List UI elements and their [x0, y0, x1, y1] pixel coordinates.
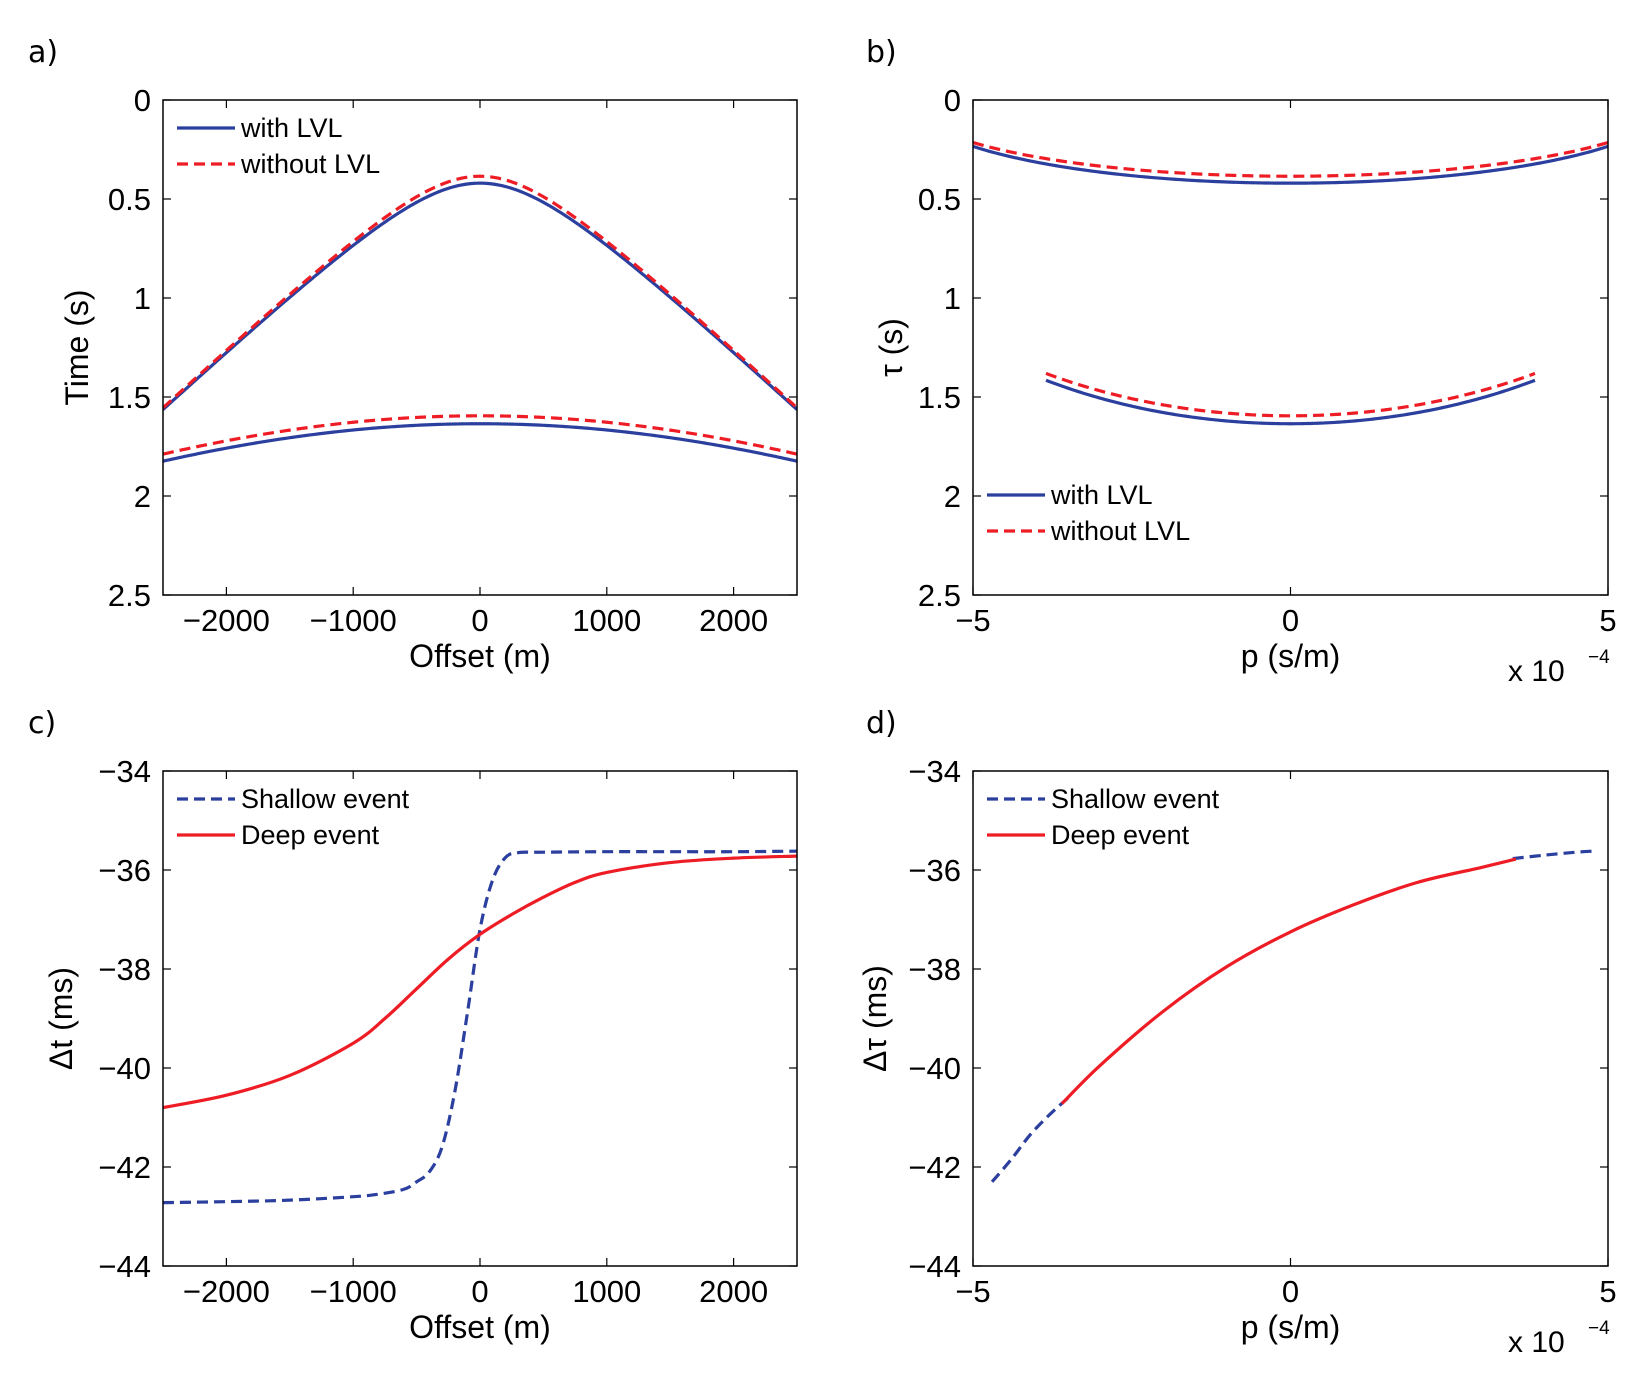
y-tick-label: 0 [134, 83, 151, 118]
plot-frame [162, 99, 798, 596]
series-group [990, 849, 1593, 1183]
x-tick-label: 1000 [572, 1274, 641, 1309]
y-tick-label: 1 [134, 281, 151, 316]
x-tick-label: −1000 [310, 1274, 397, 1309]
panel-label: b) [866, 35, 897, 70]
series-line-shallow-event [990, 1096, 1070, 1183]
y-tick-label: 0 [944, 83, 961, 118]
y-tick-label: −42 [908, 1150, 961, 1185]
y-tick-label: −40 [908, 1051, 961, 1086]
y-axis-label: Δt (ms) [43, 967, 79, 1070]
y-axis-label: τ (s) [873, 318, 909, 377]
y-tick-label: 2.5 [918, 578, 961, 613]
x-scale-exponent: −4 [1588, 1318, 1610, 1339]
x-tick-label: 2000 [699, 1274, 768, 1309]
y-tick-label: −40 [98, 1051, 151, 1086]
y-tick-label: −34 [98, 754, 151, 789]
x-scale-exponent: −4 [1588, 647, 1610, 668]
x-axis-label: p (s/m) [1241, 638, 1341, 674]
y-tick-label: −44 [908, 1249, 961, 1284]
plot-frame [162, 770, 798, 1267]
y-axis-label: Δτ (ms) [857, 965, 893, 1072]
y-tick-label: −34 [908, 754, 961, 789]
legend-label: Deep event [241, 820, 380, 850]
x-tick-label: −5 [955, 1274, 990, 1309]
x-tick-label: 2000 [699, 603, 768, 638]
series-line-deep-event [1060, 857, 1517, 1105]
series-line-without-lvl [163, 414, 797, 456]
x-tick-label: −5 [955, 603, 990, 638]
legend: with LVL without LVL [177, 113, 380, 179]
x-tick-label: 0 [1282, 603, 1299, 638]
y-tick-label: −38 [98, 952, 151, 987]
y-tick-label: −36 [98, 853, 151, 888]
x-tick-label: 1000 [572, 603, 641, 638]
plot-frame [972, 99, 1609, 596]
series-line-without-lvl [973, 140, 1608, 178]
legend-label: Deep event [1051, 820, 1190, 850]
legend-label: Shallow event [1051, 784, 1220, 814]
panel-label: a) [28, 35, 58, 70]
x-tick-label: 5 [1599, 603, 1616, 638]
chart-panel-a: a) −2000 −1000 0 1000 2000 0 0.5 1 1.5 2 2.5 Offset … [28, 35, 798, 674]
y-axis-label: Time (s) [59, 289, 95, 405]
plot-frame [972, 770, 1609, 1267]
y-tick-label: 1.5 [108, 380, 151, 415]
y-tick-label: 1.5 [918, 380, 961, 415]
y-tick-label: 2.5 [108, 578, 151, 613]
y-tick-label: 2 [944, 479, 961, 514]
series-line-shallow-event [163, 849, 797, 1205]
y-tick-label: −44 [98, 1249, 151, 1284]
x-axis-label: Offset (m) [409, 638, 551, 674]
y-tick-label: 0.5 [918, 182, 961, 217]
series-group [973, 140, 1608, 426]
series-line-with-lvl [163, 422, 797, 463]
x-tick-label: −2000 [183, 1274, 270, 1309]
legend-label: with LVL [1050, 480, 1153, 510]
y-tick-label: 2 [134, 479, 151, 514]
y-tick-label: −42 [98, 1150, 151, 1185]
series-line-shallow-event [1512, 849, 1593, 861]
chart-panel-d: d) −5 0 5 −44 −42 −40 −38 −36 −34 p (s/m) Δτ (ms) x … [857, 706, 1617, 1359]
x-tick-label: 0 [1282, 1274, 1299, 1309]
legend-label: without LVL [1050, 516, 1190, 546]
x-tick-label: 0 [471, 1274, 488, 1309]
x-tick-label: −2000 [183, 603, 270, 638]
series-line-with-lvl [973, 144, 1608, 185]
x-tick-label: −1000 [310, 603, 397, 638]
y-tick-label: −36 [908, 853, 961, 888]
legend: Shallow event Deep event [987, 784, 1220, 850]
x-axis-label: Offset (m) [409, 1309, 551, 1345]
panel-label: c) [28, 706, 56, 741]
series-group [163, 174, 797, 463]
y-tick-label: 0.5 [108, 182, 151, 217]
x-tick-label: 5 [1599, 1274, 1616, 1309]
legend: Shallow event Deep event [177, 784, 410, 850]
x-scale-note: x 10 [1508, 1326, 1565, 1359]
series-line-deep-event [163, 854, 797, 1110]
x-tick-label: 0 [471, 603, 488, 638]
series-line-with-lvl [163, 181, 797, 411]
series-line-without-lvl [163, 174, 797, 409]
x-scale-note: x 10 [1508, 655, 1565, 688]
legend-label: Shallow event [241, 784, 410, 814]
series-group [163, 849, 797, 1205]
y-tick-label: −38 [908, 952, 961, 987]
chart-panel-c: c) −2000 −1000 0 1000 2000 −44 −42 −40 −38 −36 −34 O… [28, 706, 798, 1345]
legend-label: without LVL [240, 149, 380, 179]
legend: with LVL without LVL [987, 480, 1190, 546]
panel-label: d) [866, 706, 897, 741]
x-axis-label: p (s/m) [1241, 1309, 1341, 1345]
series-line-with-lvl [1045, 378, 1536, 426]
series-line-without-lvl [1045, 371, 1536, 418]
chart-panel-b: b) −5 0 5 0 0.5 1 1.5 2 2.5 p (s/m) τ (s) x 10 −4 with… [866, 35, 1617, 688]
y-tick-label: 1 [944, 281, 961, 316]
legend-label: with LVL [240, 113, 343, 143]
